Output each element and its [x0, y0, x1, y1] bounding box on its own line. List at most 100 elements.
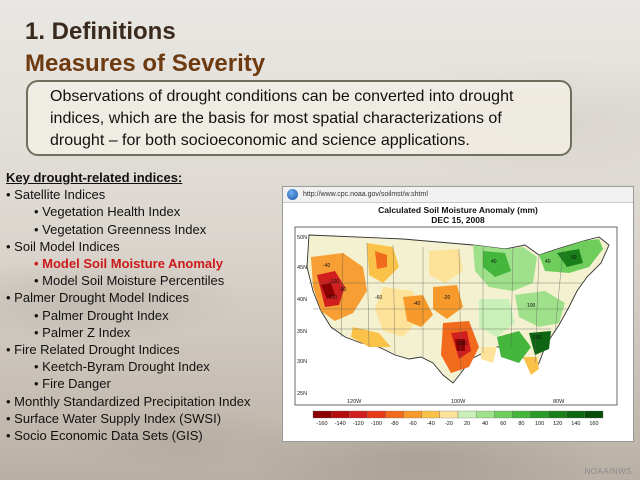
contour-label: -40 [323, 263, 330, 269]
index-item: • Satellite Indices [6, 187, 106, 203]
anomaly-region [433, 285, 463, 319]
contour-label: 100 [533, 335, 542, 341]
list-header: Key drought-related indices: [6, 170, 183, 185]
index-item: • Palmer Drought Model Indices [6, 290, 190, 306]
lon-label: 100W [451, 399, 466, 405]
colorbar-label: -120 [353, 421, 364, 427]
index-item: • Monthly Standardized Precipitation Ind… [6, 393, 251, 409]
index-item: • Keetch-Byram Drought Index [34, 359, 210, 375]
index-item: • Surface Water Supply Index (SWSI) [6, 410, 222, 426]
index-item: • Vegetation Health Index [34, 204, 181, 220]
lat-label: 30N [297, 359, 307, 365]
colorbar-swatch [349, 410, 368, 419]
colorbar-swatch [494, 410, 513, 419]
lat-label: 25N [297, 391, 307, 397]
lon-label: 120W [347, 399, 362, 405]
colorbar-swatch [367, 410, 386, 419]
lat-label: 40N [297, 297, 307, 303]
lat-label: 50N [297, 235, 307, 241]
index-item: • Fire Danger [34, 376, 111, 392]
contour-label: -100 [327, 295, 337, 301]
anomaly-region [403, 295, 433, 327]
colorbar-label: 60 [500, 421, 506, 427]
noaa-logo-icon [287, 189, 298, 200]
colorbar-swatch [512, 410, 531, 419]
index-item: • Palmer Drought Index [34, 307, 169, 323]
colorbar-swatch [457, 410, 477, 419]
index-items: • Satellite Indices • Vegetation Health I… [6, 186, 296, 444]
index-item: • Vegetation Greenness Index [34, 221, 207, 237]
anomaly-region [483, 251, 511, 277]
colorbar-swatch [421, 410, 441, 419]
colorbar-swatch [439, 410, 459, 419]
colorbar-label: -140 [335, 421, 346, 427]
indices-list: Key drought-related indices: • Satellite… [6, 169, 296, 444]
credit-text: NOAA/NWS [584, 467, 632, 476]
colorbar-label: -40 [427, 421, 435, 427]
colorbar-swatch [312, 410, 332, 419]
colorbar-label: 100 [535, 421, 544, 427]
contour-label: -60 [375, 295, 382, 301]
index-item: • Fire Related Drought Indices [6, 342, 180, 358]
colorbar-swatch [548, 410, 567, 419]
contour-label: 40 [491, 259, 497, 265]
index-item: • Palmer Z Index [34, 324, 131, 340]
map-title: Calculated Soil Moisture Anomaly (mm) [378, 205, 538, 215]
lon-label: 80W [553, 399, 565, 405]
colorbar-label: 80 [518, 421, 524, 427]
index-item: • Model Soil Moisture Percentiles [34, 273, 225, 289]
anomaly-region [529, 331, 551, 355]
anomaly-region [481, 347, 497, 363]
contour-label: 60 [571, 255, 577, 261]
anomaly-region [429, 249, 463, 283]
soil-moisture-map-window: http://www.cpc.noaa.gov/soilmst/w.shtml … [282, 186, 634, 442]
anomaly-region [497, 331, 531, 363]
index-item: • Socio Economic Data Sets (GIS) [6, 428, 203, 444]
contour-label: -80 [339, 287, 346, 293]
contour-label: 40 [545, 259, 551, 265]
contour-label: -120 [329, 279, 339, 285]
colorbar-label: 40 [482, 421, 488, 427]
colorbar-label: -80 [391, 421, 399, 427]
index-item: • Soil Model Indices [6, 238, 120, 254]
anomaly-region [557, 249, 583, 267]
lat-label: 35N [297, 329, 307, 335]
colorbar-swatch [330, 410, 350, 419]
url-bar: http://www.cpc.noaa.gov/soilmst/w.shtml [283, 187, 633, 203]
latitude-labels: 50N 45N 40N 35N 30N 25N [297, 235, 307, 397]
colorbar: -160 -140 -120 -100 -80 -60 -40 -20 20 40 60 80 100 1… [312, 410, 604, 427]
slide-subtitle: Measures of Severity [25, 50, 266, 77]
longitude-labels: 120W 100W 80W [347, 399, 565, 405]
colorbar-swatch [530, 410, 549, 419]
colorbar-label: 160 [589, 421, 598, 427]
colorbar-label: 140 [571, 421, 580, 427]
lat-label: 45N [297, 265, 307, 271]
colorbar-label: -100 [371, 421, 382, 427]
callout-text: Observations of drought conditions can b… [50, 88, 514, 149]
colorbar-label: 20 [464, 421, 470, 427]
index-item: • Model Soil Moisture Anomaly [34, 256, 223, 272]
anomaly-region [455, 339, 465, 351]
colorbar-swatch [584, 410, 604, 419]
colorbar-swatch [566, 410, 586, 419]
colorbar-swatch [385, 410, 404, 419]
contour-label: -100 [457, 341, 467, 347]
definition-callout: Observations of drought conditions can b… [26, 80, 572, 156]
map-date: DEC 15, 2008 [431, 215, 485, 225]
colorbar-label: -60 [409, 421, 417, 427]
url-text[interactable]: http://www.cpc.noaa.gov/soilmst/w.shtml [303, 191, 428, 198]
colorbar-label: -160 [317, 421, 328, 427]
anomaly-region [375, 251, 387, 269]
contour-label: -20 [443, 295, 450, 301]
colorbar-swatch [403, 410, 422, 419]
contour-label: 100 [527, 303, 536, 309]
anomaly-region [321, 283, 335, 299]
colorbar-label: -20 [445, 421, 453, 427]
colorbar-label: 120 [553, 421, 562, 427]
contour-label: -40 [413, 301, 420, 307]
anomaly-region [479, 299, 515, 337]
state-lines [309, 242, 583, 374]
colorbar-swatch [475, 410, 495, 419]
